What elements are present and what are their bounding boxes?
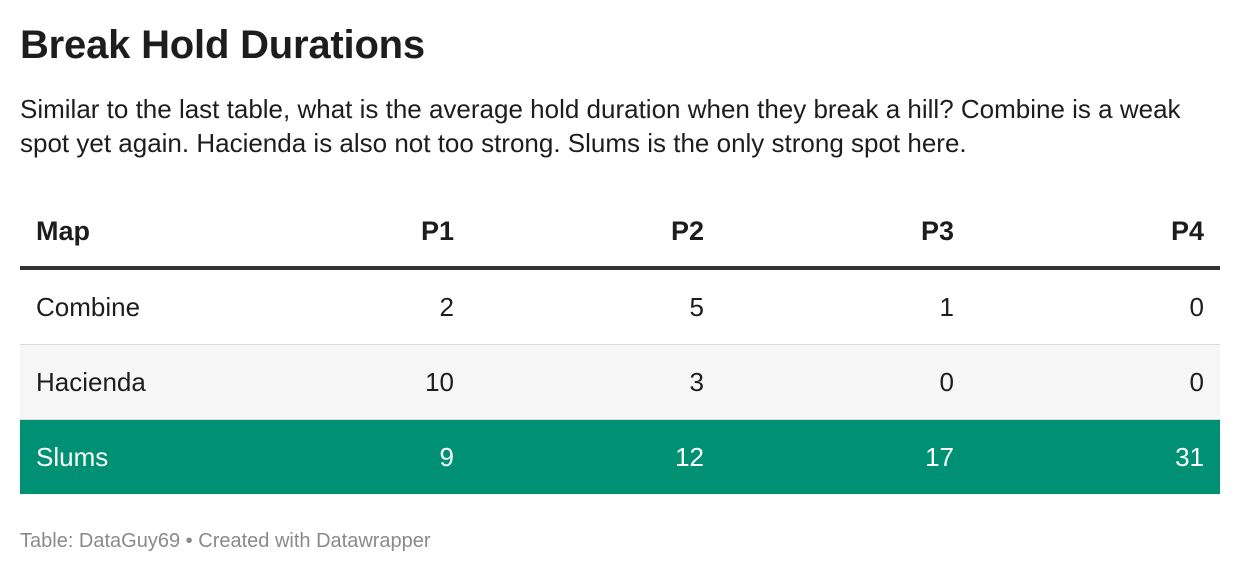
cell-p1: 9 [439,441,454,472]
column-header-p4[interactable]: P4 [970,196,1220,270]
footer-separator: • [185,530,193,552]
cell-p2: 5 [470,268,720,345]
source-label: Table: DataGuy69 [20,530,181,552]
cell-p4: 0 [970,344,1220,420]
column-header-p1[interactable]: P1 [220,196,470,270]
column-header-map[interactable]: Map [20,196,220,270]
chart-title: Break Hold Durations [20,23,425,67]
cell-p1: 10 [220,344,470,420]
cell-p4: 31 [1175,441,1204,472]
cell-p4: 0 [970,268,1220,345]
cell-p3: 17 [925,441,954,472]
credit-label: Created with Datawrapper [198,530,431,552]
chart-description: Similar to the last table, what is the a… [20,94,1181,158]
column-header-p3[interactable]: P3 [720,196,970,270]
column-header-p2[interactable]: P2 [470,196,720,270]
cell-p2: 3 [470,344,720,420]
table-row-hacienda: Hacienda 10 3 0 0 [20,344,1220,420]
cell-map: Hacienda [20,344,220,420]
cell-map: Combine [20,268,220,345]
chart-container: Break Hold Durations Similar to the last… [20,0,1220,494]
cell-p2: 12 [675,441,704,472]
table-header-row: Map P1 P2 P3 P4 [20,196,1220,270]
cell-p1: 2 [220,268,470,345]
data-table: Map P1 P2 P3 P4 Combine 2 5 1 0 Hacienda… [20,196,1220,494]
cell-p3: 1 [720,268,970,345]
cell-map: Slums [36,441,109,472]
table-row-combine: Combine 2 5 1 0 [20,268,1220,345]
table-row-slums-highlighted: Slums 9 12 17 31 [20,419,1220,494]
cell-p3: 0 [720,344,970,420]
chart-footer: Table: DataGuy69 • Created with Datawrap… [20,530,431,553]
